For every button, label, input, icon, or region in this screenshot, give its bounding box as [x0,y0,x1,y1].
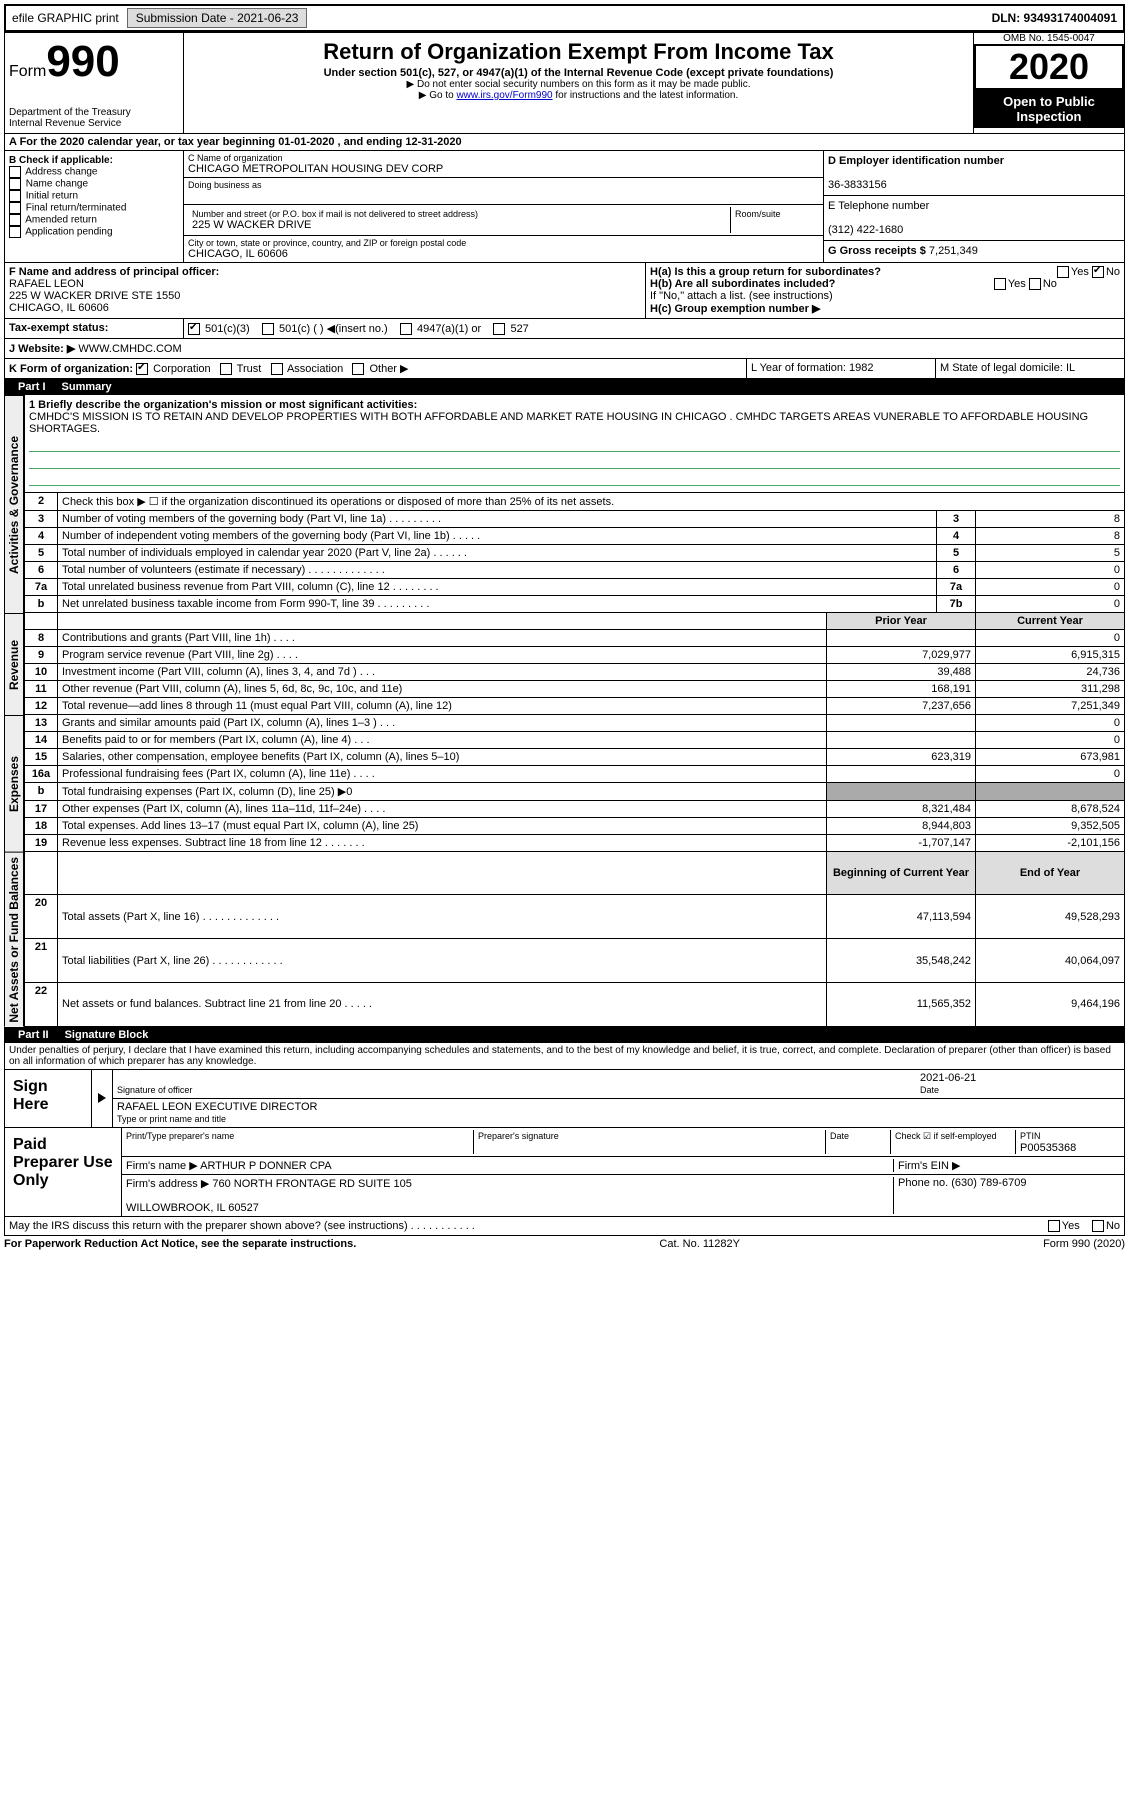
row-j-website: J Website: ▶ WWW.CMHDC.COM [4,339,1125,359]
sign-arrow-icon [98,1093,106,1103]
firm-phone: (630) 789-6709 [951,1177,1026,1189]
efile-label: efile GRAPHIC print [6,9,125,27]
open-inspection-label: Open to Public Inspection [974,90,1124,128]
paid-preparer-block: Paid Preparer Use Only Print/Type prepar… [4,1128,1125,1217]
note-link: ▶ Go to www.irs.gov/Form990 for instruct… [188,90,969,101]
website-value: WWW.CMHDC.COM [78,343,181,355]
activities-governance-table: Activities & Governance 1 Briefly descri… [4,395,1125,613]
form-org-checkbox[interactable] [136,363,148,375]
colb-checkbox[interactable] [9,166,21,178]
mission-text: CMHDC'S MISSION IS TO RETAIN AND DEVELOP… [29,411,1088,435]
table-row: 16aProfessional fundraising fees (Part I… [25,766,1125,783]
colb-checkbox[interactable] [9,190,21,202]
colb-checkbox[interactable] [9,178,21,190]
table-row: 4Number of independent voting members of… [25,528,1125,545]
org-city: CHICAGO, IL 60606 [188,248,819,260]
dln-label: DLN: 93493174004091 [986,9,1123,27]
table-row: 18Total expenses. Add lines 13–17 (must … [25,818,1125,835]
state-domicile: M State of legal domicile: IL [936,359,1124,378]
page-footer: For Paperwork Reduction Act Notice, see … [4,1236,1125,1252]
table-row: 13Grants and similar amounts paid (Part … [25,715,1125,732]
colb-checkbox[interactable] [9,202,21,214]
hb-no-checkbox[interactable] [1029,278,1041,290]
row-f-h: F Name and address of principal officer:… [4,263,1125,319]
table-row: 8Contributions and grants (Part VIII, li… [25,630,1125,647]
table-row: 21Total liabilities (Part X, line 26) . … [25,939,1125,983]
note-ssn: ▶ Do not enter social security numbers o… [188,79,969,90]
table-row: 22Net assets or fund balances. Subtract … [25,982,1125,1026]
form-number: Form990 [9,37,179,87]
part-1-header: Part I Summary [4,379,1125,395]
net-assets-table: Net Assets or Fund Balances Beginning of… [4,852,1125,1027]
net-label: Net Assets or Fund Balances [4,852,24,1027]
ha-no-checkbox[interactable] [1092,266,1104,278]
form-subtitle: Under section 501(c), 527, or 4947(a)(1)… [188,67,969,79]
ha-yes-checkbox[interactable] [1057,266,1069,278]
year-formation: L Year of formation: 1982 [747,359,936,378]
table-row: 19Revenue less expenses. Subtract line 1… [25,835,1125,852]
firm-addr: 760 NORTH FRONTAGE RD SUITE 105 [212,1178,411,1190]
ein-value: 36-3833156 [828,179,887,191]
form-title: Return of Organization Exempt From Incom… [188,39,969,65]
table-row: 6Total number of volunteers (estimate if… [25,562,1125,579]
section-b-g: B Check if applicable: Address change Na… [4,151,1125,263]
omb-number: OMB No. 1545-0047 [974,33,1124,44]
tax-status-checkbox[interactable] [493,323,505,335]
tax-year: 2020 [974,44,1124,90]
table-row: 20Total assets (Part X, line 16) . . . .… [25,895,1125,939]
table-row: 10Investment income (Part VIII, column (… [25,664,1125,681]
officer-addr: 225 W WACKER DRIVE STE 1550 CHICAGO, IL … [9,290,180,314]
row-a-period: A For the 2020 calendar year, or tax yea… [4,134,1125,151]
table-row: 3Number of voting members of the governi… [25,511,1125,528]
penalty-text: Under penalties of perjury, I declare th… [4,1043,1125,1070]
table-row: 9Program service revenue (Part VIII, lin… [25,647,1125,664]
form-org-checkbox[interactable] [220,363,232,375]
table-row: 11Other revenue (Part VIII, column (A), … [25,681,1125,698]
irs-link[interactable]: www.irs.gov/Form990 [456,90,552,101]
revenue-table: Revenue Prior YearCurrent Year8Contribut… [4,613,1125,715]
colb-checkbox[interactable] [9,226,21,238]
officer-sig-name: RAFAEL LEON EXECUTIVE DIRECTOR [117,1101,318,1113]
tax-status-checkbox[interactable] [262,323,274,335]
rev-label: Revenue [4,613,24,715]
gov-label: Activities & Governance [4,395,24,613]
row-k-form-org: K Form of organization: Corporation Trus… [4,359,1125,379]
submission-date-button[interactable]: Submission Date - 2021-06-23 [127,8,308,28]
part-2-header: Part II Signature Block [4,1027,1125,1043]
exp-label: Expenses [4,715,24,852]
discuss-row: May the IRS discuss this return with the… [4,1217,1125,1236]
row-i-tax-status: Tax-exempt status: 501(c)(3) 501(c) ( ) … [4,319,1125,339]
org-street: 225 W WACKER DRIVE [192,219,726,231]
form-header: Form990 Department of the Treasury Inter… [4,32,1125,134]
phone-value: (312) 422-1680 [828,224,903,236]
dept-label: Department of the Treasury Internal Reve… [9,107,179,129]
table-row: 14Benefits paid to or for members (Part … [25,732,1125,749]
form-org-checkbox[interactable] [352,363,364,375]
top-bar: efile GRAPHIC print Submission Date - 20… [4,4,1125,32]
col-b-checkboxes: B Check if applicable: Address change Na… [5,151,184,262]
firm-name: ARTHUR P DONNER CPA [200,1160,331,1172]
table-row: bTotal fundraising expenses (Part IX, co… [25,783,1125,801]
table-row: bNet unrelated business taxable income f… [25,596,1125,613]
sign-here-block: Sign Here Signature of officer 2021-06-2… [4,1070,1125,1128]
discuss-no-checkbox[interactable] [1092,1220,1104,1232]
expenses-table: Expenses 13Grants and similar amounts pa… [4,715,1125,852]
gross-receipts: 7,251,349 [929,245,978,257]
form-org-checkbox[interactable] [271,363,283,375]
table-row: 7aTotal unrelated business revenue from … [25,579,1125,596]
table-row: 15Salaries, other compensation, employee… [25,749,1125,766]
hb-yes-checkbox[interactable] [994,278,1006,290]
ptin-value: P00535368 [1020,1142,1076,1154]
table-row: 5Total number of individuals employed in… [25,545,1125,562]
table-row: 12Total revenue—add lines 8 through 11 (… [25,698,1125,715]
table-row: 17Other expenses (Part IX, column (A), l… [25,801,1125,818]
tax-status-checkbox[interactable] [400,323,412,335]
tax-status-checkbox[interactable] [188,323,200,335]
org-name: CHICAGO METROPOLITAN HOUSING DEV CORP [188,163,819,175]
officer-name: RAFAEL LEON [9,278,84,290]
discuss-yes-checkbox[interactable] [1048,1220,1060,1232]
colb-checkbox[interactable] [9,214,21,226]
table-row: 2Check this box ▶ ☐ if the organization … [25,493,1125,511]
